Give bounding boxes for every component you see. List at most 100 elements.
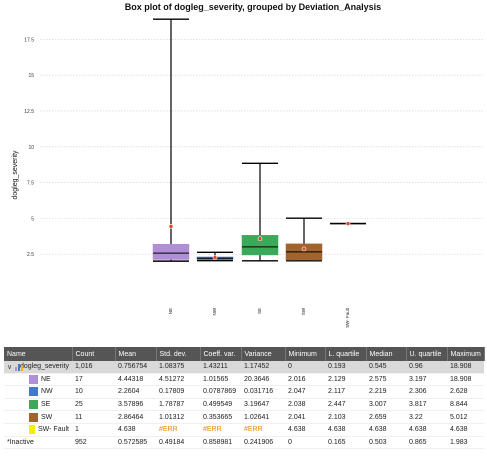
table-cell: 952 xyxy=(72,436,115,450)
table-cell: 8.844 xyxy=(447,398,484,412)
table-row[interactable]: SW- Fault 1 4.638 #ERR #ERR #ERR 4.638 4.638 4.6… xyxy=(4,423,484,437)
table-cell: 2.117 xyxy=(325,385,366,399)
table-cell: 2.038 xyxy=(285,398,325,412)
table-cell: 5.012 xyxy=(447,410,484,424)
y-tick-label: 17.5 xyxy=(24,37,34,43)
column-header[interactable]: Coeff. var. xyxy=(200,347,242,361)
mean-marker xyxy=(168,224,174,229)
grid-lines xyxy=(40,39,484,255)
color-swatch xyxy=(29,412,38,422)
table-cell: 4.638 xyxy=(366,423,406,437)
table-cell: 1.01312 xyxy=(156,410,200,424)
name-cell: SW xyxy=(4,410,72,424)
table-cell: 2.103 xyxy=(325,410,366,424)
table-cell: 2.047 xyxy=(285,385,325,399)
chart-title: Box plot of dogleg_severity, grouped by … xyxy=(125,2,381,12)
box-ne xyxy=(152,243,190,260)
table-cell: 1.02641 xyxy=(241,410,285,424)
table-cell: 20.3646 xyxy=(241,373,285,387)
table-cell: 0.193 xyxy=(325,361,366,374)
table-cell: 1.43211 xyxy=(200,361,241,374)
table-cell: 4.638 xyxy=(325,423,366,437)
column-header[interactable]: L. quartile xyxy=(325,347,367,361)
y-tick-label: 12.5 xyxy=(24,109,34,115)
column-header[interactable]: Count xyxy=(72,347,116,361)
row-name: dogleg_severity xyxy=(19,363,69,371)
column-header[interactable]: Mean xyxy=(115,347,157,361)
statistics-table: Name Count Mean Std. dev. Coeff. var. Varianc… xyxy=(4,347,485,450)
color-swatch xyxy=(29,425,35,435)
x-tick-label: NW xyxy=(212,307,217,315)
x-tick-label: NE xyxy=(168,308,173,314)
table-row[interactable]: ∨ dogleg_severity 1,016 0.756754 1.08375 1.43… xyxy=(4,361,484,374)
bar-chart-icon xyxy=(15,363,24,371)
column-header[interactable]: Std. dev. xyxy=(156,347,201,361)
row-name: SE xyxy=(41,401,51,409)
color-swatch xyxy=(29,374,38,384)
y-tick-label: 10 xyxy=(28,145,34,151)
table-cell: 0.545 xyxy=(366,361,406,374)
name-cell: *Inactive xyxy=(4,436,72,450)
y-tick-label: 7.5 xyxy=(27,181,34,187)
table-cell: #ERR xyxy=(200,423,241,437)
mean-marker xyxy=(301,246,307,252)
table-cell: 0.49184 xyxy=(156,436,200,450)
table-cell: 0.756754 xyxy=(115,361,156,374)
table-row[interactable]: SE 25 3.57896 1.78787 0.499549 3.19647 2.038 2.… xyxy=(4,398,484,412)
table-cell: 2.041 xyxy=(285,410,325,424)
y-axis-ticks: 2.5 5 7.5 10 12.5 15 17.5 xyxy=(24,37,34,258)
table-cell: 3.57896 xyxy=(115,398,156,412)
table-cell: 0.499549 xyxy=(200,398,241,412)
table-cell: 0.353665 xyxy=(200,410,241,424)
table-cell: 4.638 xyxy=(406,423,447,437)
box-series xyxy=(152,18,366,262)
table-row[interactable]: SW 11 2.86464 1.01312 0.353665 1.02641 2.041 2.… xyxy=(4,410,484,424)
column-header[interactable]: Variance xyxy=(241,347,286,361)
column-header[interactable]: Name xyxy=(4,347,73,361)
table-row[interactable]: NE 17 4.44318 4.51272 1.01565 20.3646 2.016 2.1… xyxy=(4,373,484,387)
table-cell: 3.197 xyxy=(406,373,447,387)
table-cell: 3.19647 xyxy=(241,398,285,412)
table-cell: 0.572585 xyxy=(115,436,156,450)
table-cell: 2.628 xyxy=(447,385,484,399)
box-plot-chart: Box plot of dogleg_severity, grouped by … xyxy=(12,2,484,328)
row-name: SW- Fault xyxy=(38,426,69,434)
column-header[interactable]: U. quartile xyxy=(406,347,448,361)
table-cell: 0 xyxy=(285,361,325,374)
table-cell: 10 xyxy=(72,385,115,399)
table-cell: 3.817 xyxy=(406,398,447,412)
table-cell: 1.01565 xyxy=(200,373,241,387)
row-name: *Inactive xyxy=(7,438,34,446)
table-row[interactable]: *Inactive 952 0.572585 0.49184 0.858981 0.241… xyxy=(4,436,484,450)
chevron-down-icon[interactable]: ∨ xyxy=(7,363,13,371)
table-cell: 2.659 xyxy=(366,410,406,424)
column-header[interactable]: Minimum xyxy=(285,347,326,361)
name-cell: NE xyxy=(4,373,72,387)
table-cell: 4.44318 xyxy=(115,373,156,387)
table-cell: 2.129 xyxy=(325,373,366,387)
table-row[interactable]: NW 10 2.2604 0.17809 0.0787869 0.031716 2.047 2… xyxy=(4,385,484,399)
column-header[interactable]: Median xyxy=(366,347,407,361)
table-cell: 0.17809 xyxy=(156,385,200,399)
table-cell: 2.86464 xyxy=(115,410,156,424)
x-axis-ticks: NE NW SE SW SW- Fault xyxy=(168,307,350,328)
row-name: NW xyxy=(41,388,53,396)
table-cell: 4.51272 xyxy=(156,373,200,387)
table-cell: 0.865 xyxy=(406,436,447,450)
table-cell: 0.031716 xyxy=(241,385,285,399)
column-header[interactable]: Maximum xyxy=(447,347,485,361)
table-cell: 4.638 xyxy=(285,423,325,437)
table-header-row: Name Count Mean Std. dev. Coeff. var. Varianc… xyxy=(4,347,485,361)
table-cell: 2.219 xyxy=(366,385,406,399)
table-cell: 0.165 xyxy=(325,436,366,450)
row-name: SW xyxy=(41,413,53,421)
name-cell: SW- Fault xyxy=(4,423,72,437)
name-cell: NW xyxy=(4,385,72,399)
x-tick-label: SE xyxy=(257,308,262,314)
name-cell: ∨ dogleg_severity xyxy=(4,361,72,374)
table-cell: 1 xyxy=(72,423,115,437)
mean-marker xyxy=(257,236,263,242)
x-tick-label: SW- Fault xyxy=(345,307,350,328)
color-swatch xyxy=(29,387,38,397)
table-cell: 0.858981 xyxy=(200,436,241,450)
